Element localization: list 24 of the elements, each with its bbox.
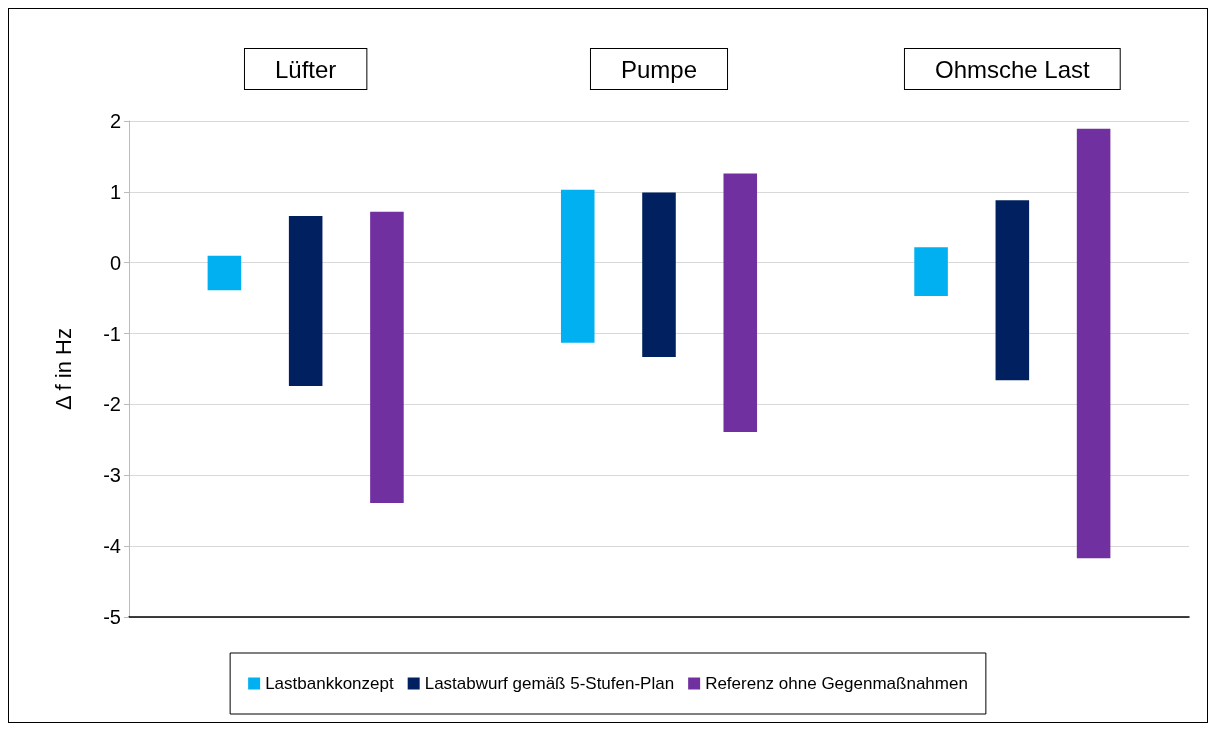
bar <box>207 255 242 291</box>
y-tick-label: 1 <box>109 180 121 203</box>
y-tick-label: -2 <box>103 393 121 416</box>
x-tick-label: Ohmsche Last <box>934 55 1091 83</box>
y-tick-label: -5 <box>103 606 121 628</box>
x-tick-label: Lüfter <box>274 55 337 83</box>
bar <box>914 247 948 297</box>
y-tick-label: 0 <box>109 251 121 274</box>
legend-label: Referenz ohne Gegenmaßnahmen <box>705 674 968 693</box>
legend-label: Lastabwurf gemäß 5-Stufen-Plan <box>424 674 675 693</box>
bar <box>288 215 323 387</box>
bar <box>370 211 404 503</box>
y-tick-label: 2 <box>109 110 121 132</box>
y-tick-label: -4 <box>103 535 121 558</box>
bar <box>723 173 758 433</box>
y-tick-label: -1 <box>103 322 121 345</box>
bar <box>642 192 676 357</box>
y-axis-title: Δ f in Hz <box>50 328 76 410</box>
bar <box>995 200 1030 381</box>
y-tick-label: -3 <box>103 464 121 487</box>
bar <box>1076 128 1111 559</box>
legend-label: Lastbankkonzept <box>265 674 394 693</box>
bar <box>560 189 595 343</box>
x-tick-label: Pumpe <box>620 55 698 83</box>
